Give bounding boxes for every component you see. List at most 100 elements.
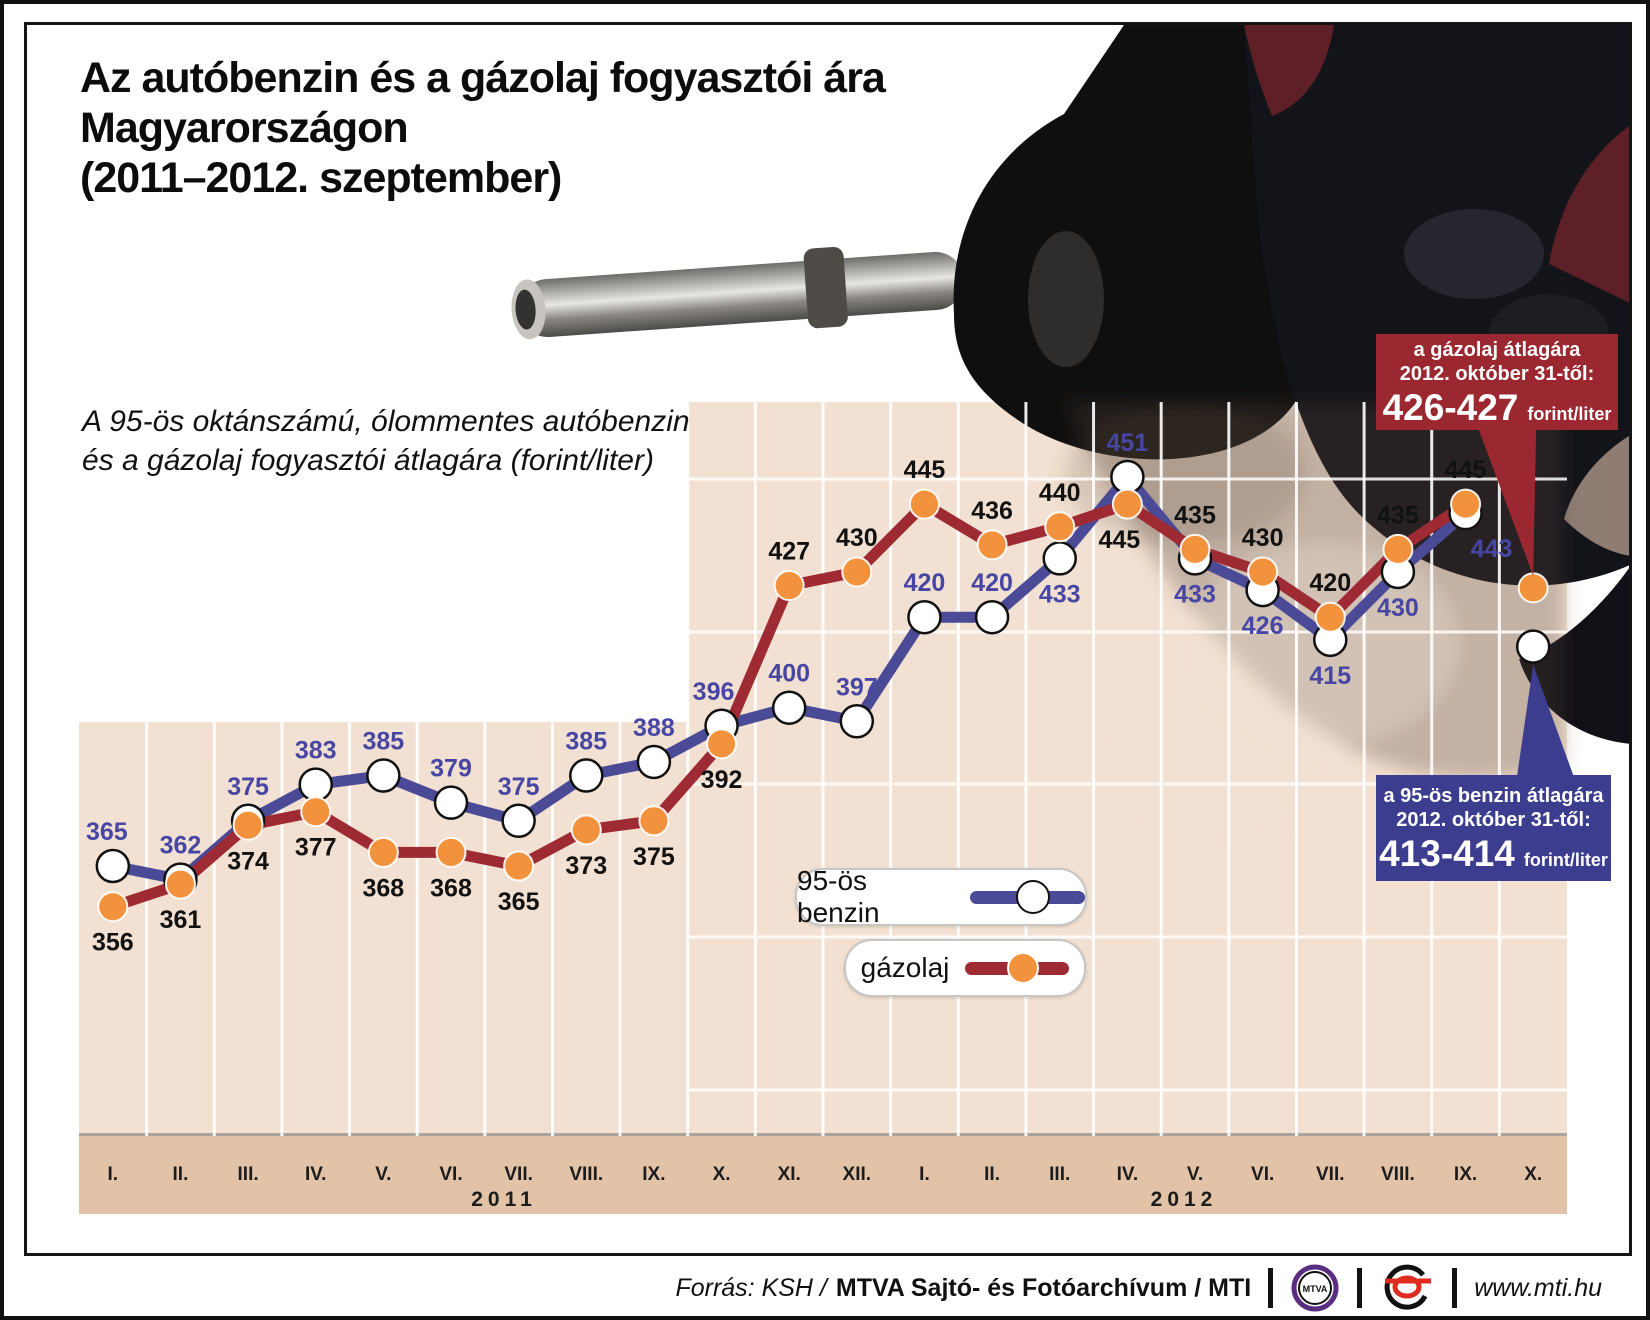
gazolaj-point-label: 375 bbox=[633, 843, 675, 871]
axis-month-label: V. bbox=[375, 1164, 391, 1185]
callout-value: 413-414 bbox=[1379, 832, 1515, 874]
mti-logo-icon bbox=[1384, 1264, 1432, 1310]
page-title: Az autóbenzin és a gázolaj fogyasztói ár… bbox=[80, 54, 886, 204]
axis-month-label: VIII. bbox=[569, 1164, 603, 1185]
october-benzin-point bbox=[1515, 629, 1551, 664]
gazolaj-marker-icon bbox=[1006, 952, 1039, 984]
gazolaj-point-label: 445 bbox=[1445, 456, 1487, 484]
series bbox=[95, 459, 1551, 923]
axis-month-label: III. bbox=[238, 1164, 259, 1185]
svg-text:MTVA: MTVA bbox=[1303, 1284, 1328, 1294]
gazolaj-point-label: 440 bbox=[1039, 479, 1081, 507]
divider bbox=[1452, 1268, 1458, 1308]
title-line: (2011–2012. szeptember) bbox=[80, 153, 562, 202]
gazolaj-point-label: 435 bbox=[1174, 501, 1216, 529]
benzin-point-label: 375 bbox=[498, 773, 540, 801]
benzin-point-label: 415 bbox=[1309, 662, 1351, 690]
title-line: Magyarországon bbox=[80, 103, 409, 152]
benzin-point bbox=[1110, 459, 1145, 495]
gazolaj-point bbox=[300, 796, 332, 828]
benzin-point-label: 375 bbox=[227, 773, 269, 801]
gazolaj-point bbox=[97, 891, 129, 923]
axis-month-label: I. bbox=[919, 1164, 930, 1185]
benzin-point bbox=[366, 758, 401, 793]
gazolaj-point-label: 427 bbox=[768, 538, 810, 566]
benzin-point-label: 385 bbox=[565, 728, 607, 756]
axis-month-label: VIII. bbox=[1381, 1164, 1415, 1185]
subtitle-line: és a gázolaj fogyasztói átlagára (forint… bbox=[82, 444, 654, 477]
axis-month-label: IV. bbox=[305, 1164, 327, 1185]
axis-year-label: 2012 bbox=[1151, 1188, 1218, 1211]
benzin-point-label: 443 bbox=[1471, 535, 1513, 563]
gazolaj-line-swatch bbox=[965, 952, 1070, 984]
gazolaj-point-label: 436 bbox=[971, 497, 1013, 525]
axis-year-label: 2011 bbox=[471, 1188, 537, 1211]
callout-unit: forint/liter bbox=[1523, 849, 1608, 870]
axis-month-label: II. bbox=[984, 1164, 1000, 1185]
gazolaj-point bbox=[706, 728, 738, 760]
site-url: www.mti.hu bbox=[1474, 1273, 1602, 1302]
callout-text: a 95-ös benzin átlagára bbox=[1383, 784, 1604, 807]
benzin-point bbox=[298, 767, 333, 802]
benzin-point bbox=[839, 704, 875, 739]
gazolaj-point-label: 373 bbox=[565, 852, 607, 880]
callout-wedge-gazolaj bbox=[1478, 428, 1537, 576]
benzin-point-label: 388 bbox=[633, 714, 675, 742]
mtva-logo-icon: MTVA bbox=[1291, 1264, 1339, 1312]
callout-unit: forint/liter bbox=[1527, 403, 1612, 424]
benzin-point-label: 451 bbox=[1107, 429, 1149, 457]
benzin-point-label: 433 bbox=[1174, 580, 1216, 608]
gazolaj-point-label: 445 bbox=[1099, 526, 1141, 554]
gazolaj-point-label: 392 bbox=[701, 766, 743, 794]
nozzle-highlight bbox=[1028, 231, 1104, 367]
axis-month-label: IV. bbox=[1117, 1164, 1139, 1185]
pump-nozzle-spout bbox=[511, 246, 964, 340]
axis-month-label: XII. bbox=[843, 1164, 872, 1185]
gazolaj-point bbox=[908, 488, 940, 520]
callout-text: 2012. október 31-től: bbox=[1399, 362, 1595, 385]
axis-month-label: VII. bbox=[1316, 1164, 1345, 1185]
callout-gazolaj: a gázolaj átlagára 2012. október 31-től:… bbox=[1376, 334, 1618, 430]
gazolaj-point-label: 374 bbox=[227, 847, 269, 875]
gazolaj-point bbox=[570, 814, 602, 846]
benzin-point-label: 426 bbox=[1242, 612, 1284, 640]
gazolaj-point-label: 361 bbox=[160, 906, 202, 934]
subtitle-line: A 95-ös oktánszámú, ólommentes autóbenzi… bbox=[82, 405, 690, 438]
benzin-point bbox=[1042, 541, 1077, 576]
axis-month-label: VI. bbox=[1251, 1164, 1274, 1185]
callout-wedge-benzin bbox=[1517, 664, 1574, 775]
data-labels: 365 362 375 383 385 379 375 385 388 396 400 397 420 4… bbox=[86, 429, 1512, 957]
gazolaj-point bbox=[638, 805, 670, 837]
divider bbox=[1357, 1268, 1363, 1308]
axis-month-label: II. bbox=[173, 1164, 189, 1185]
gazolaj-point bbox=[164, 868, 196, 900]
axis-month-label: VII. bbox=[504, 1164, 533, 1185]
benzin-point-label: 397 bbox=[836, 673, 878, 701]
callout-benzin: a 95-ös benzin átlagára 2012. október 31… bbox=[1376, 775, 1611, 881]
benzin-point bbox=[569, 758, 604, 793]
benzin-point bbox=[771, 690, 807, 725]
legend-item-gazolaj: gázolaj bbox=[844, 939, 1086, 997]
jacket-maroon-accent bbox=[1244, 25, 1334, 116]
footer: Forrás: KSH / MTVA Sajtó- és Fotóarchívu… bbox=[675, 1260, 1602, 1316]
gazolaj-point-label: 377 bbox=[295, 834, 337, 862]
gazolaj-point-label: 420 bbox=[1309, 569, 1351, 597]
october-gazolaj-point bbox=[1517, 572, 1549, 604]
benzin-point bbox=[433, 785, 469, 820]
benzin-point bbox=[974, 599, 1010, 635]
benzin-point-label: 385 bbox=[363, 728, 405, 756]
callout-value: 426-427 bbox=[1382, 386, 1519, 428]
legend-label: 95-ös benzin bbox=[797, 865, 880, 928]
divider bbox=[1268, 1268, 1274, 1308]
benzin-point-label: 379 bbox=[430, 755, 472, 783]
benzin-point-label: 365 bbox=[86, 818, 128, 846]
benzin-point-label: 362 bbox=[160, 832, 202, 860]
grid bbox=[145, 402, 1567, 1136]
gazolaj-point-label: 435 bbox=[1377, 501, 1419, 529]
benzin-point bbox=[95, 848, 131, 884]
gazolaj-point bbox=[1382, 533, 1414, 565]
source-text: Forrás: KSH / bbox=[675, 1273, 827, 1302]
gazolaj-point bbox=[1247, 556, 1279, 588]
title-line: Az autóbenzin és a gázolaj fogyasztói ár… bbox=[80, 54, 886, 102]
